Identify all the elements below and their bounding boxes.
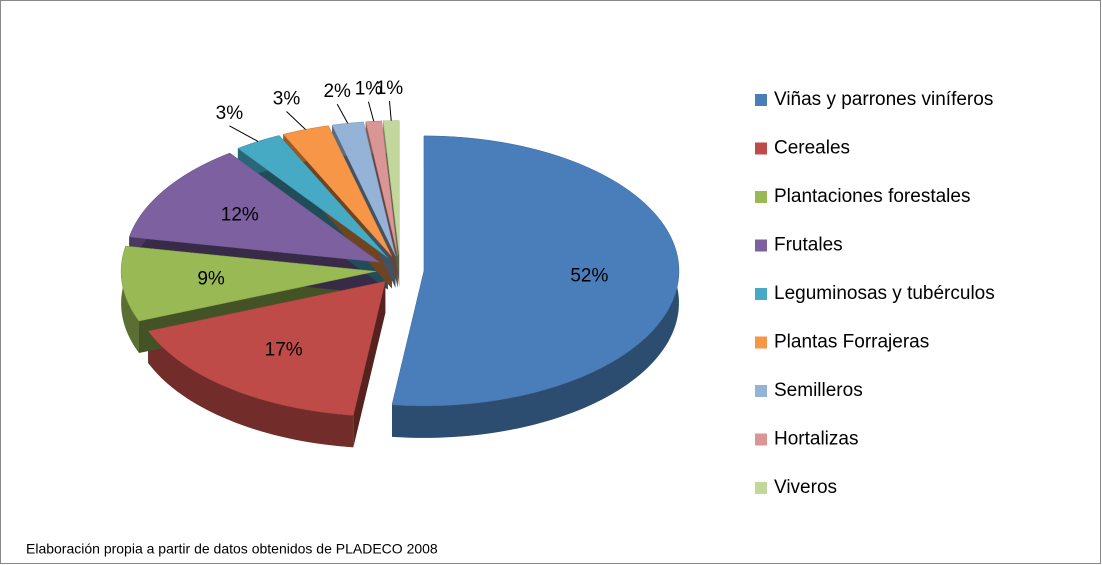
data-label: 3% [216,103,244,124]
leader-line [336,103,349,124]
legend-label: Hortalizas [774,429,858,450]
legend-swatch [755,191,767,203]
slice-cut [353,281,386,448]
data-label: 1% [376,78,404,99]
legend-swatch [755,385,767,397]
slice [147,281,386,416]
leader-line [229,125,259,142]
slice [382,120,400,256]
legend-swatch [755,433,767,446]
leader-line [367,101,375,122]
data-label: 17% [265,340,303,361]
data-label: 9% [197,269,225,290]
legend-label: Cereales [774,138,850,159]
data-label: 1% [355,79,383,100]
slice [391,135,680,407]
slice [365,120,398,256]
legend-swatch [755,94,767,106]
legend-label: Frutales [774,235,843,256]
slice-side [148,331,354,448]
slice [331,121,396,256]
legend-swatch [755,288,767,300]
leader-line [388,100,392,121]
slice-side [391,135,679,438]
slice [128,152,381,263]
slice-tops: 52%17%9%12%3%3% 2% 1%1% [120,78,680,416]
legend-label: Plantaciones forestales [774,186,970,207]
legend-swatch [755,482,767,494]
legend-label: Leguminosas y tubérculos [774,283,995,304]
legend-swatch [755,336,767,349]
slice [237,135,388,258]
legend-label: Plantas Forrajeras [774,332,929,353]
data-label: 12% [221,204,259,225]
slice [120,245,377,322]
data-label: 52% [570,265,608,286]
data-label: 3% [273,89,301,110]
legend-swatch [755,142,767,155]
leader-line [286,111,306,130]
legend-label: Viveros [774,477,837,498]
legend-label: Semilleros [774,380,863,401]
legend-swatch [755,239,767,252]
slice [282,125,393,257]
legend-label: Viñas y parrones viníferos [774,89,993,110]
data-label: 2% [323,81,351,102]
note: Elaboración propia a partir de datos obt… [26,541,438,557]
